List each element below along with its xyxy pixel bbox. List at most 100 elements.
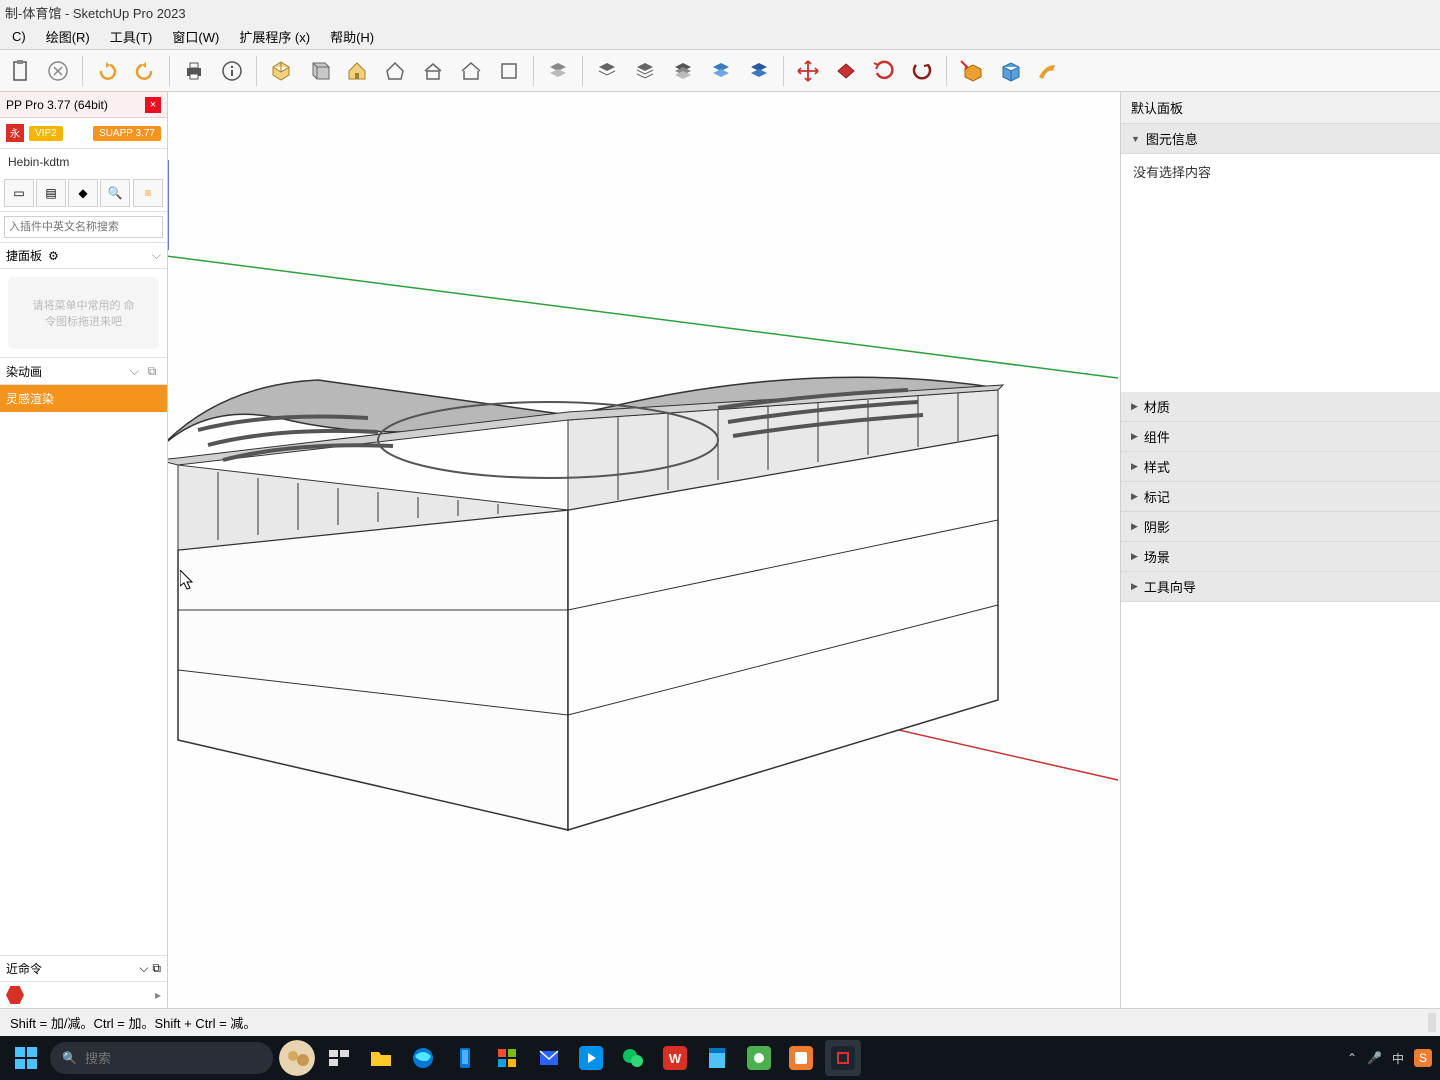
external-icon[interactable]: ⧉: [143, 362, 161, 380]
status-scrollbar[interactable]: [1428, 1013, 1436, 1032]
redo-icon[interactable]: [127, 53, 163, 89]
main-toolbar: [0, 50, 1440, 92]
menu-window[interactable]: 窗口(W): [162, 24, 229, 49]
plugin-hint: 请将菜单中常用的 命令图标拖进来吧: [8, 277, 159, 349]
undo-icon[interactable]: [89, 53, 125, 89]
tb-mail-icon[interactable]: [531, 1040, 567, 1076]
tb-wps-icon[interactable]: W: [657, 1040, 693, 1076]
menu-tools[interactable]: 工具(T): [100, 24, 163, 49]
tb-sketchup-icon[interactable]: [825, 1040, 861, 1076]
taskbar-search-input[interactable]: [85, 1051, 261, 1066]
tray-shadows[interactable]: ▶阴影: [1121, 512, 1440, 542]
tray-ime2[interactable]: S: [1414, 1049, 1432, 1067]
plugin-dropdown[interactable]: 染动画 ⌵ ⧉: [0, 357, 167, 385]
tray-mic-icon[interactable]: 🎤: [1367, 1051, 1382, 1065]
chevron-down-icon: ⌵: [130, 364, 139, 379]
chevron-right-icon[interactable]: ▸: [155, 988, 161, 1002]
viewport-3d[interactable]: [168, 92, 1120, 1008]
search-icon: 🔍: [62, 1051, 77, 1065]
plugin-recent[interactable]: 近命令 ⌵ ⧉: [0, 955, 167, 981]
title-bar: 制-体育馆 - SketchUp Pro 2023: [0, 0, 1440, 24]
taskbar-search[interactable]: 🔍: [50, 1042, 273, 1074]
tray-materials[interactable]: ▶材质: [1121, 392, 1440, 422]
info-icon[interactable]: [214, 53, 250, 89]
plugin-tool-list[interactable]: ≡: [133, 179, 163, 207]
tb-edge-icon[interactable]: [405, 1040, 441, 1076]
vip-badge: VIP2: [29, 126, 63, 141]
tb-task-icon[interactable]: [321, 1040, 357, 1076]
status-bar: Shift = 加/减。Ctrl = 加。Shift + Ctrl = 减。: [0, 1008, 1440, 1036]
status-text: Shift = 加/减。Ctrl = 加。Shift + Ctrl = 减。: [10, 1013, 256, 1032]
tb-capture-icon[interactable]: [741, 1040, 777, 1076]
plugin-tool-search[interactable]: 🔍: [100, 179, 130, 207]
menu-c[interactable]: C): [2, 26, 36, 47]
swoosh-icon[interactable]: [1029, 53, 1065, 89]
tray-ime[interactable]: 中: [1392, 1050, 1404, 1067]
plugin-quick-panel[interactable]: 捷面板 ⚙ ⌵: [0, 243, 167, 269]
iso-icon[interactable]: [263, 53, 299, 89]
print-icon[interactable]: [176, 53, 212, 89]
plugin-close-button[interactable]: ×: [145, 97, 161, 113]
tb-wechat-icon[interactable]: [615, 1040, 651, 1076]
layer3-icon[interactable]: [627, 53, 663, 89]
taskbar: 🔍 W ⌃ 🎤 中 S: [0, 1036, 1440, 1080]
layer4-icon[interactable]: [665, 53, 701, 89]
side-icon[interactable]: [415, 53, 451, 89]
menu-help[interactable]: 帮助(H): [320, 24, 384, 49]
tray-tags[interactable]: ▶标记: [1121, 482, 1440, 512]
layer2-icon[interactable]: [589, 53, 625, 89]
top-icon[interactable]: [377, 53, 413, 89]
model-building: [168, 377, 1003, 830]
tray-components[interactable]: ▶组件: [1121, 422, 1440, 452]
plugin-tool-1[interactable]: ▭: [4, 179, 34, 207]
menu-extensions[interactable]: 扩展程序 (x): [229, 24, 320, 49]
app-badge: SUAPP 3.77: [93, 126, 161, 141]
tb-camtasia-icon[interactable]: [783, 1040, 819, 1076]
start-button[interactable]: [8, 1040, 44, 1076]
rotate-icon[interactable]: [828, 53, 864, 89]
plugin-header: 永 VIP2 SUAPP 3.77: [0, 118, 167, 149]
taskbar-widget[interactable]: [279, 1040, 315, 1076]
tray-styles[interactable]: ▶样式: [1121, 452, 1440, 482]
tray-entity-info[interactable]: ▼图元信息: [1121, 124, 1440, 154]
layer6-icon[interactable]: [741, 53, 777, 89]
delete-icon[interactable]: [40, 53, 76, 89]
rect-icon[interactable]: [491, 53, 527, 89]
tb-explorer-icon[interactable]: [363, 1040, 399, 1076]
plugin-tool-2[interactable]: ▤: [36, 179, 66, 207]
plugin-hex-icon[interactable]: [6, 986, 24, 1004]
front-icon[interactable]: [301, 53, 337, 89]
axis-green: [168, 255, 1118, 378]
perspective-icon[interactable]: [453, 53, 489, 89]
extrude-icon[interactable]: [953, 53, 989, 89]
tb-phone-icon[interactable]: [447, 1040, 483, 1076]
layer1-icon[interactable]: [540, 53, 576, 89]
gear-icon: ⚙: [48, 249, 59, 263]
orbit-icon[interactable]: [904, 53, 940, 89]
clipboard-icon[interactable]: [2, 53, 38, 89]
plugin-tool-3[interactable]: ◆: [68, 179, 98, 207]
plugin-footer: ▸: [0, 981, 167, 1008]
tb-play-icon[interactable]: [573, 1040, 609, 1076]
menu-draw[interactable]: 绘图(R): [36, 24, 100, 49]
external-icon[interactable]: ⧉: [152, 961, 161, 976]
tray-chevron-icon[interactable]: ⌃: [1347, 1051, 1357, 1065]
plugin-user: Hebin-kdtm: [0, 149, 167, 175]
tb-grid-icon[interactable]: [489, 1040, 525, 1076]
move-icon[interactable]: [790, 53, 826, 89]
plugin-title-text: PP Pro 3.77 (64bit): [6, 98, 108, 112]
tb-note-icon[interactable]: [699, 1040, 735, 1076]
plugin-active-item[interactable]: 灵感渲染: [0, 385, 167, 412]
refresh-icon[interactable]: [866, 53, 902, 89]
chevron-down-icon: ⌵: [139, 961, 148, 976]
tray-instructor[interactable]: ▶工具向导: [1121, 572, 1440, 602]
home-icon[interactable]: [339, 53, 375, 89]
svg-text:永: 永: [10, 127, 20, 140]
layer5-icon[interactable]: [703, 53, 739, 89]
plugin-logo-icon: 永: [6, 124, 24, 142]
box-icon[interactable]: [991, 53, 1027, 89]
plugin-section-label: 捷面板: [6, 247, 42, 264]
menu-bar: C) 绘图(R) 工具(T) 窗口(W) 扩展程序 (x) 帮助(H): [0, 24, 1440, 50]
tray-scenes[interactable]: ▶场景: [1121, 542, 1440, 572]
plugin-search-input[interactable]: [4, 216, 163, 238]
